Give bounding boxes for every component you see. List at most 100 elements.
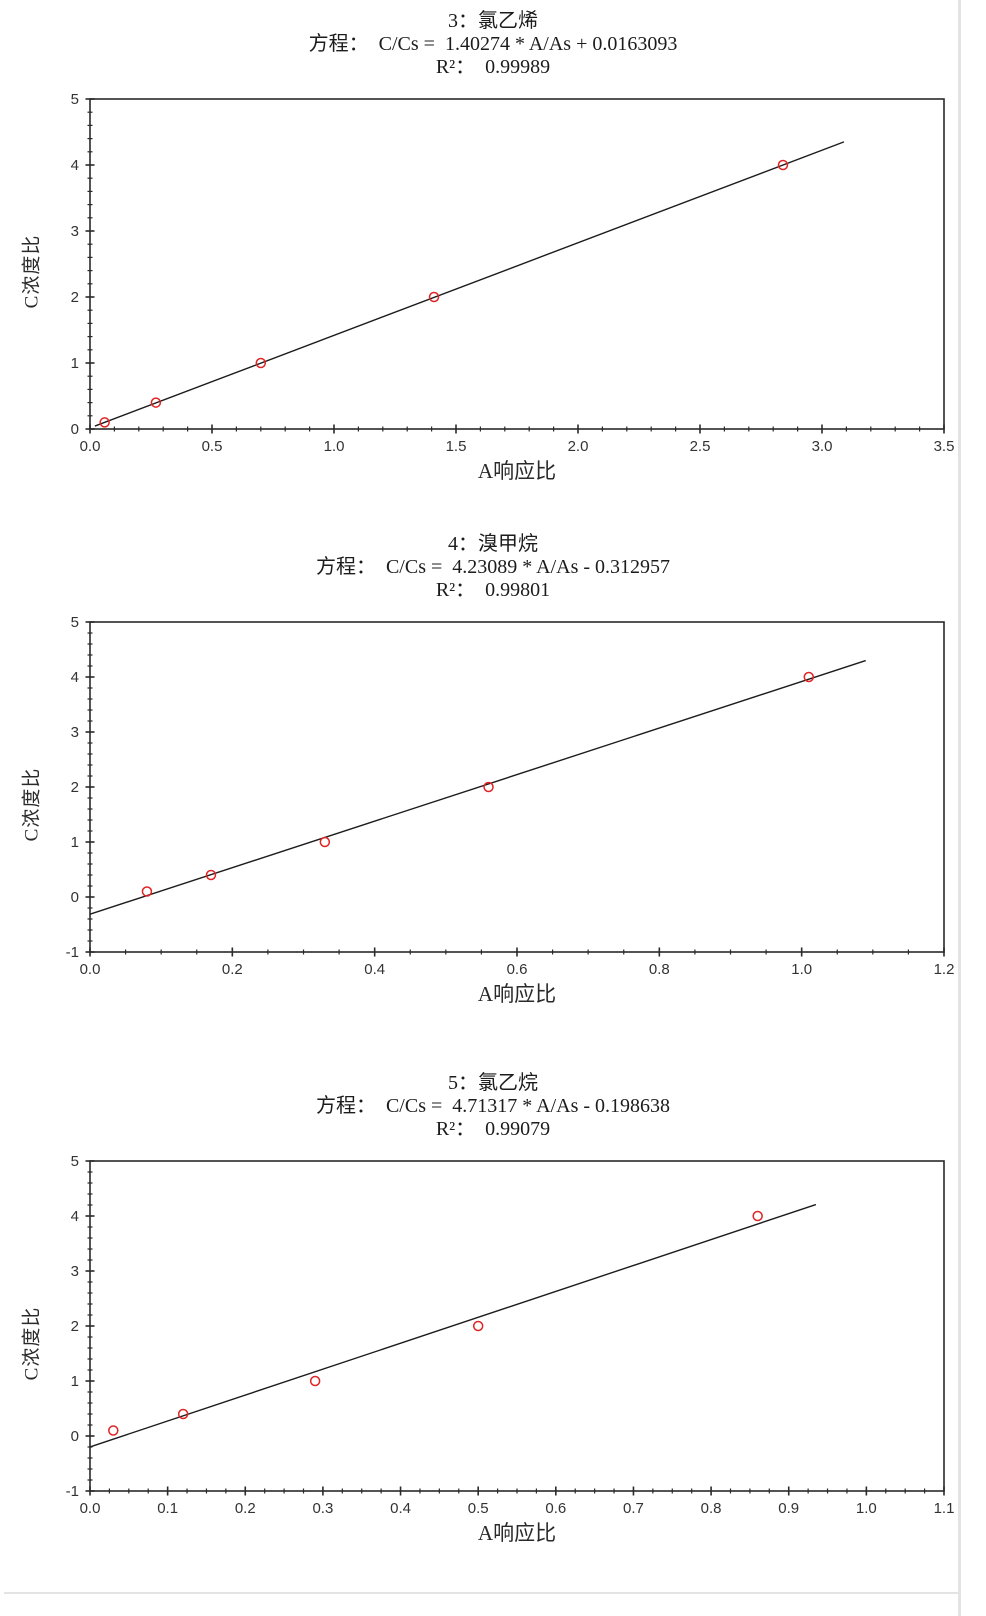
equation-text: C/Cs = 1.40274 * A/As + 0.0163093: [378, 33, 678, 55]
plot-frame: [89, 621, 945, 953]
x-tick-label: 0.3: [312, 1500, 333, 1517]
plot-area: 0.0 0.2 0.4 0.6 0.8 1.0 1.2 -1 0 1 2 3 4 5: [66, 614, 955, 978]
x-tick-label: 0.5: [202, 438, 223, 455]
y-tick-label: 2: [71, 779, 79, 796]
equation-text: C/Cs = 4.23089 * A/As - 0.312957: [385, 556, 671, 578]
equation-label: 方程：: [308, 33, 369, 55]
x-tick-label: 0.0: [80, 1500, 101, 1517]
fit-line: [89, 1203, 817, 1448]
y-tick-label: 0: [71, 889, 79, 906]
y-tick-label: 1: [71, 834, 79, 851]
r-squared-value: 0.99801: [485, 579, 551, 601]
x-tick-label: 1.0: [324, 438, 345, 455]
plot-frame: [89, 1160, 945, 1492]
data-point: [205, 869, 217, 881]
calibration-chart-4: 4：溴甲烷 方程： C/Cs = 4.23089 * A/As - 0.31295…: [13, 533, 973, 1008]
x-tick-label: 1.0: [856, 1500, 877, 1517]
y-tick-label: 5: [71, 91, 79, 108]
x-tick-label: 0.1: [157, 1500, 178, 1517]
y-tick-label: -1: [66, 944, 79, 961]
equation-line: 方程： C/Cs = 4.23089 * A/As - 0.312957: [13, 556, 973, 579]
r-squared-label: R²：: [435, 56, 476, 78]
plot-frame: [89, 98, 945, 430]
y-tick-label: 4: [71, 157, 79, 174]
x-tick-label: 1.0: [791, 961, 812, 978]
r-squared-line: R²： 0.99801: [13, 579, 973, 602]
data-point: [141, 886, 153, 897]
y-axis-title: C浓度比: [21, 767, 43, 842]
equation-text: C/Cs = 4.71317 * A/As - 0.198638: [385, 1095, 671, 1117]
y-tick-label: 1: [71, 1373, 79, 1390]
y-tick-label: 5: [71, 1153, 79, 1170]
y-axis-title: C浓度比: [21, 234, 43, 309]
r-squared-line: R²： 0.99989: [13, 56, 973, 79]
x-tick-label: 0.7: [623, 1500, 644, 1517]
y-axis-title: C浓度比: [21, 1306, 43, 1381]
x-tick-label: 3.5: [934, 438, 955, 455]
y-tick-label: 2: [71, 1318, 79, 1335]
y-tick-label: 0: [71, 421, 79, 438]
fit-line: [89, 659, 866, 915]
equation-label: 方程：: [315, 1095, 376, 1117]
data-point: [177, 1408, 189, 1420]
x-tick-label: 1.2: [934, 961, 955, 978]
data-point: [803, 671, 815, 683]
y-tick-label: 3: [71, 1263, 79, 1280]
x-tick-label: 1.1: [934, 1500, 955, 1517]
x-axis-title: A响应比: [477, 459, 557, 483]
y-tick-label: 2: [71, 289, 79, 306]
x-tick-label: 0.4: [364, 961, 385, 978]
r-squared-value: 0.99079: [485, 1118, 551, 1140]
y-tick-label: 3: [71, 724, 79, 741]
y-tick-label: 3: [71, 223, 79, 240]
x-tick-label: 0.9: [778, 1500, 799, 1517]
data-point: [255, 357, 267, 369]
x-tick-label: 0.2: [222, 961, 243, 978]
y-tick-label: 4: [71, 669, 79, 686]
x-axis-title: A响应比: [477, 982, 557, 1006]
x-tick-label: 0.0: [80, 438, 101, 455]
r-squared-line: R²： 0.99079: [13, 1118, 973, 1141]
data-point: [319, 836, 331, 848]
table-rule-right: [958, 0, 961, 1616]
chart-title: 3：氯乙烯: [448, 10, 538, 32]
calibration-chart-3: 3：氯乙烯 方程： C/Cs = 1.40274 * A/As + 0.01630…: [13, 0, 973, 485]
x-tick-label: 0.2: [235, 1500, 256, 1517]
y-tick-label: -1: [66, 1483, 79, 1500]
r-squared-value: 0.99989: [485, 56, 551, 78]
r-squared-label: R²：: [435, 579, 476, 601]
data-point: [483, 781, 494, 793]
x-tick-label: 2.5: [690, 438, 711, 455]
x-tick-label: 0.5: [468, 1500, 489, 1517]
x-tick-label: 1.5: [446, 438, 467, 455]
y-tick-label: 0: [71, 1428, 79, 1445]
equation-line: 方程： C/Cs = 4.71317 * A/As - 0.198638: [13, 1095, 973, 1118]
x-tick-label: 0.6: [507, 961, 528, 978]
table-rule-bottom: [4, 1592, 960, 1594]
x-tick-label: 0.4: [390, 1500, 411, 1517]
plot-area: 0.0 0.5 1.0 1.5 2.0 2.5 3.0 3.5 0 1 2 3 4 5: [71, 91, 955, 455]
chart-title: 5：氯乙烷: [448, 1072, 538, 1094]
data-point: [108, 1425, 119, 1436]
fit-line: [94, 141, 845, 427]
x-tick-label: 0.8: [701, 1500, 722, 1517]
data-point: [472, 1320, 484, 1332]
equation-label: 方程：: [315, 556, 376, 578]
data-point: [428, 291, 440, 303]
y-tick-label: 4: [71, 1208, 79, 1225]
data-point: [777, 159, 789, 171]
data-point: [99, 417, 110, 428]
data-point: [309, 1375, 321, 1387]
data-point: [150, 397, 162, 408]
chart-title: 4：溴甲烷: [448, 533, 538, 555]
calibration-chart-5: 5：氯乙烷 方程： C/Cs = 4.71317 * A/As - 0.19863…: [13, 1072, 973, 1547]
x-tick-label: 2.0: [568, 438, 589, 455]
x-tick-label: 3.0: [812, 438, 833, 455]
y-tick-label: 5: [71, 614, 79, 631]
x-tick-label: 0.0: [80, 961, 101, 978]
equation-line: 方程： C/Cs = 1.40274 * A/As + 0.0163093: [13, 33, 973, 56]
x-tick-label: 0.6: [545, 1500, 566, 1517]
data-point: [752, 1210, 763, 1222]
y-tick-label: 1: [71, 355, 79, 372]
